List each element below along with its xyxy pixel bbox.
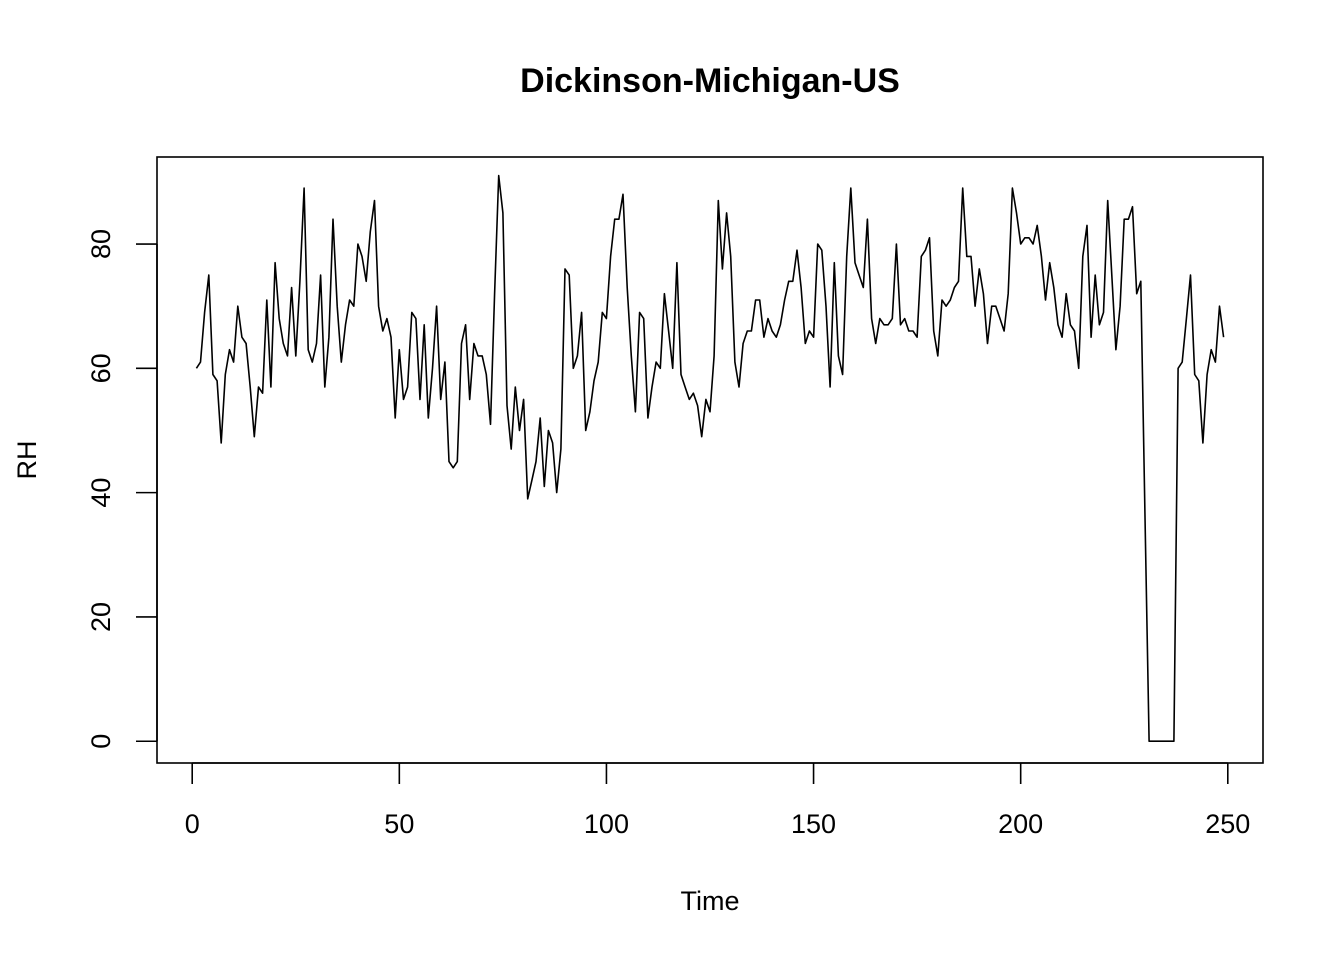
x-tick-label: 250: [1205, 809, 1250, 839]
y-tick-label: 40: [86, 478, 116, 508]
y-tick-label: 80: [86, 229, 116, 259]
x-tick-label: 100: [584, 809, 629, 839]
chart-title: Dickinson-Michigan-US: [520, 62, 900, 100]
x-tick-label: 150: [791, 809, 836, 839]
y-axis: 0 20 40 60 80: [86, 229, 158, 749]
x-tick-label: 50: [384, 809, 414, 839]
x-tick-label: 0: [185, 809, 200, 839]
y-tick-label: 0: [86, 734, 116, 749]
rh-series-line: [195, 174, 1225, 743]
x-axis: 0 50 100 150 200 250: [185, 762, 1250, 839]
y-tick-label: 60: [86, 353, 116, 383]
y-tick-label: 20: [86, 602, 116, 632]
x-tick-label: 200: [998, 809, 1043, 839]
plot-frame: [156, 156, 1264, 764]
y-axis-label: RH: [12, 441, 42, 480]
x-axis-label: Time: [681, 886, 740, 916]
